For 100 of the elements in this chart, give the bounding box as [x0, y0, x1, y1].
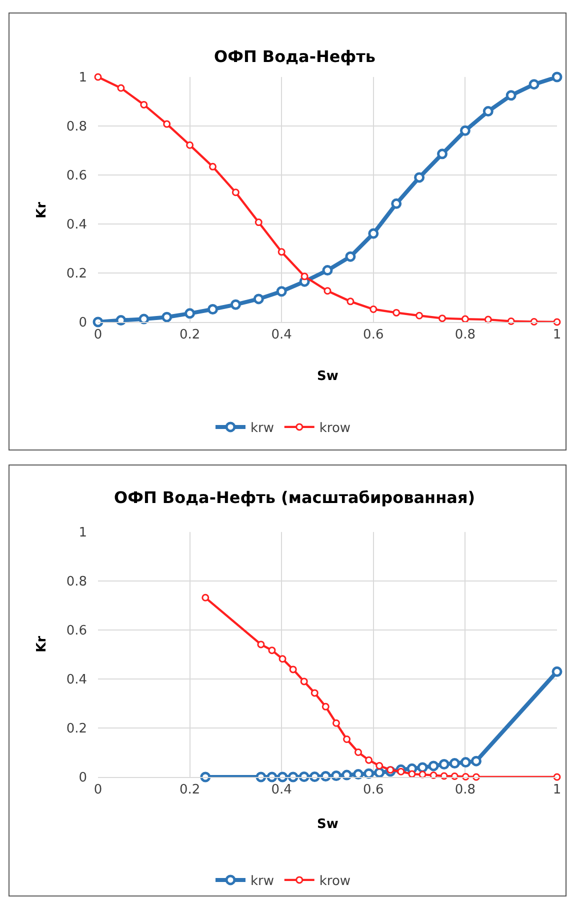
x-tick-label: 0.4 [271, 328, 292, 343]
x-tick-label: 0.6 [363, 782, 384, 798]
x-tick-label: 0 [94, 782, 102, 798]
point [484, 316, 492, 324]
legend-label: krw [250, 874, 274, 890]
point [309, 772, 320, 782]
y-axis-title: Kr [34, 635, 50, 652]
legend-label: krow [319, 874, 351, 890]
point [278, 248, 286, 256]
x-tick-label: 0.8 [454, 782, 476, 798]
point [345, 251, 356, 262]
point [391, 198, 402, 209]
y-tick-label: 0.6 [66, 624, 87, 639]
point [364, 768, 374, 779]
point [449, 758, 460, 769]
point [288, 772, 298, 782]
point [342, 770, 352, 780]
point [552, 666, 562, 677]
y-tick-label: 0.4 [66, 218, 87, 233]
y-tick-label: 0.4 [66, 672, 87, 688]
point [186, 141, 194, 149]
x-tick-label: 1 [552, 328, 562, 343]
point [320, 771, 331, 782]
point [278, 655, 286, 663]
point [230, 299, 241, 310]
point [253, 294, 264, 304]
x-tick-label: 0.6 [363, 328, 384, 343]
point [310, 689, 318, 697]
x-tick-label: 0 [94, 328, 102, 343]
point [138, 314, 150, 324]
y-tick-label: 0.6 [66, 168, 87, 184]
point [353, 769, 364, 780]
point [140, 100, 148, 108]
point [162, 312, 172, 322]
y-tick-label: 0.8 [66, 120, 87, 135]
point [200, 772, 211, 782]
x-tick-label: 1 [552, 782, 562, 798]
point [322, 265, 333, 276]
point [428, 760, 439, 772]
point [416, 312, 424, 320]
point [330, 770, 342, 782]
point [408, 770, 416, 778]
point [354, 748, 362, 756]
point [254, 218, 262, 226]
point [92, 316, 104, 328]
point [209, 162, 216, 170]
chart-title: ОФП Вода-Нефть (масштабированная) [114, 488, 476, 507]
x-axis-title: Sw [317, 369, 338, 384]
point [365, 756, 373, 764]
x-tick-label: 0.2 [179, 328, 200, 343]
point [300, 272, 308, 280]
point [460, 125, 470, 136]
point [482, 106, 494, 117]
point [257, 640, 265, 648]
point [202, 594, 210, 602]
point [346, 298, 354, 306]
y-axis-title: Kr [34, 201, 50, 218]
point [374, 767, 385, 778]
point [553, 318, 561, 326]
chart-title: ОФП Вода-Нефть [214, 47, 376, 66]
point [438, 759, 450, 770]
y-tick-label: 1 [78, 526, 87, 541]
point [332, 719, 340, 727]
point [94, 73, 102, 81]
point [163, 120, 171, 128]
point [414, 172, 425, 183]
x-tick-label: 0.8 [454, 328, 476, 343]
point [386, 766, 394, 774]
point [528, 79, 540, 90]
point [461, 315, 469, 323]
x-axis-title: Sw [317, 817, 338, 832]
y-tick-label: 0.8 [66, 574, 87, 590]
point [552, 72, 562, 82]
y-tick-label: 0 [78, 316, 87, 331]
x-tick-label: 0.2 [179, 782, 200, 798]
point [232, 188, 240, 196]
y-tick-label: 0.2 [66, 266, 87, 282]
y-tick-label: 1 [78, 70, 87, 86]
point [298, 772, 310, 782]
legend-label: krow [319, 421, 351, 436]
x-tick-label: 0.4 [271, 782, 292, 798]
point [256, 772, 266, 782]
point [438, 314, 446, 322]
point [506, 90, 516, 101]
point [116, 315, 126, 326]
legend-label: krw [250, 421, 274, 436]
point [370, 306, 378, 314]
point [460, 757, 471, 768]
point [376, 762, 384, 770]
point [368, 228, 379, 239]
point [553, 773, 561, 781]
point [276, 286, 287, 297]
point [266, 772, 278, 782]
point [417, 762, 428, 773]
point [289, 666, 297, 674]
y-tick-label: 0.2 [66, 722, 87, 737]
point [277, 772, 288, 782]
point [437, 148, 448, 160]
point [324, 287, 332, 295]
point [397, 768, 405, 776]
